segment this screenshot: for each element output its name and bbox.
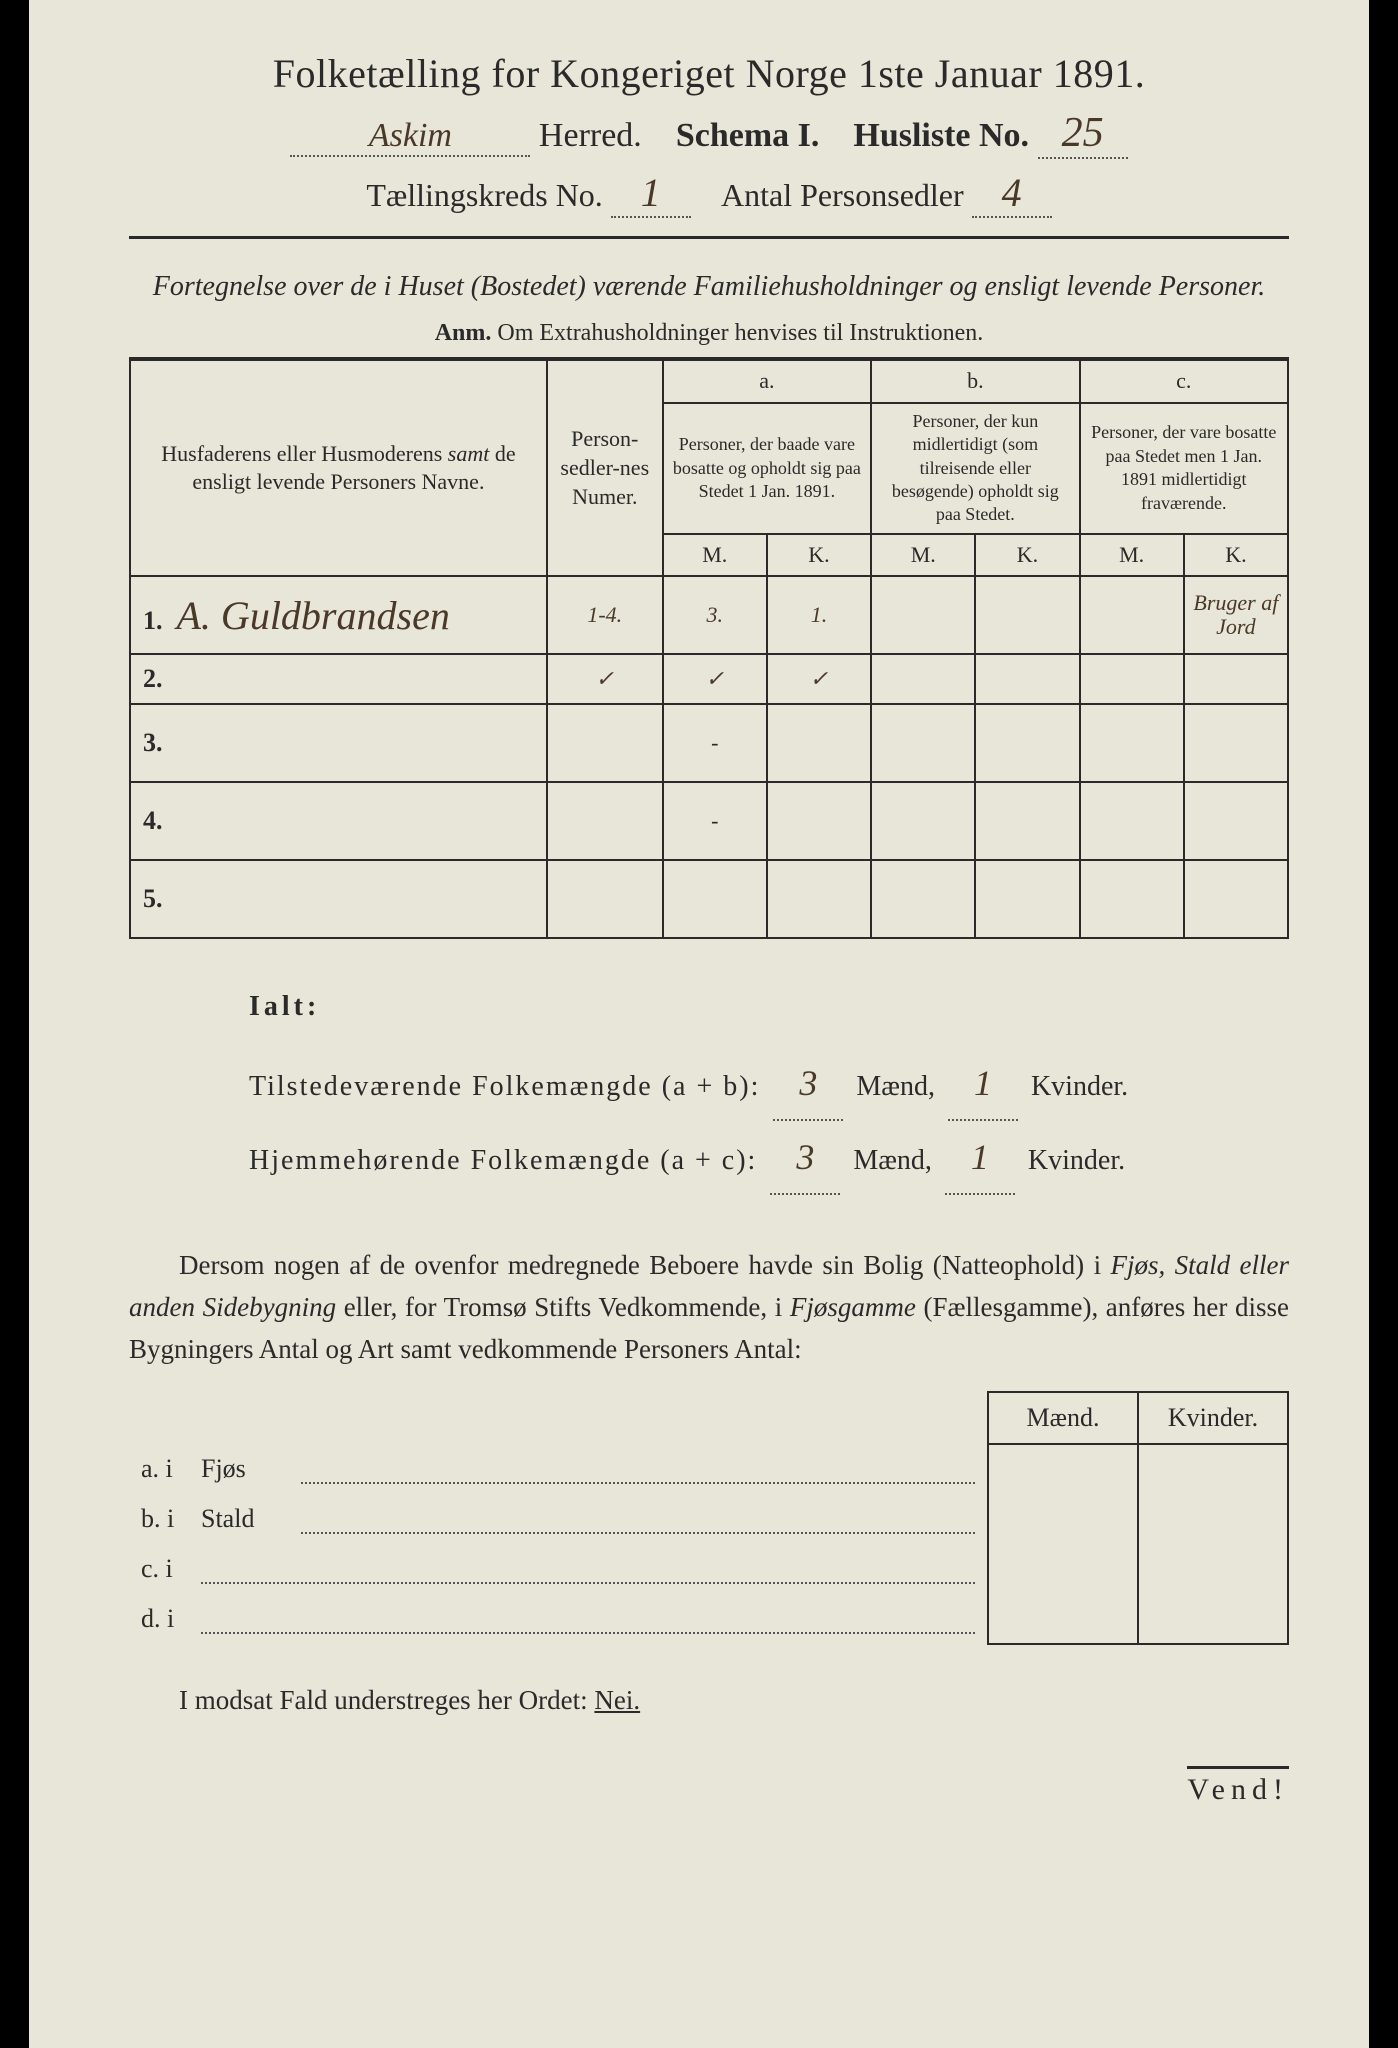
divider — [129, 236, 1289, 239]
col-c-label: c. — [1080, 360, 1288, 403]
hjemme-k: 1 — [945, 1121, 1015, 1195]
kreds-no: 1 — [611, 169, 691, 218]
kreds-label: Tællingskreds No. — [366, 177, 602, 213]
side-row-lab: c. i — [129, 1544, 189, 1594]
side-kvinder-header: Kvinder. — [1138, 1392, 1288, 1444]
tilstede-m: 3 — [773, 1047, 843, 1121]
header-row-1: Husfaderens eller Husmoderens samt de en… — [130, 360, 1288, 403]
census-form-page: Folketælling for Kongeriget Norge 1ste J… — [29, 0, 1369, 2048]
cell-cK: Bruger af Jord — [1184, 576, 1288, 654]
dersom-paragraph: Dersom nogen af de ovenfor medregnede Be… — [129, 1245, 1289, 1371]
cell-bM — [871, 576, 975, 654]
header-line-3: Tællingskreds No. 1 Antal Personsedler 4 — [129, 169, 1289, 218]
side-row: c. i — [129, 1544, 1288, 1594]
herred-label: Herred. — [539, 117, 642, 154]
col-a-text: Personer, der baade vare bosatte og opho… — [663, 403, 871, 534]
row-num: 5. — [143, 884, 171, 914]
husliste-label: Husliste No. — [853, 117, 1029, 154]
modsat-text: I modsat Fald understreges her Ordet: — [179, 1685, 588, 1715]
col-b-text: Personer, der kun midlertidigt (som tilr… — [871, 403, 1079, 534]
col-num-header: Person-sedler-nes Numer. — [547, 360, 663, 576]
table-row: 2. ✓ ✓ ✓ — [130, 654, 1288, 704]
kvinder-label: Kvinder. — [1031, 1071, 1128, 1102]
anm-bold: Anm. — [435, 320, 492, 346]
header-line-2: Askim Herred. Schema I. Husliste No. 25 — [129, 109, 1289, 159]
cell-aM: 3. — [663, 576, 767, 654]
row-num: 1. — [143, 606, 171, 636]
cell-bK — [975, 576, 1079, 654]
page-title: Folketælling for Kongeriget Norge 1ste J… — [129, 50, 1289, 97]
side-row-lab: d. i — [129, 1594, 189, 1644]
table-row: 4. - — [130, 782, 1288, 860]
table-row: 1. A. Guldbrandsen 1-4. 3. 1. Bruger af … — [130, 576, 1288, 654]
col-a-label: a. — [663, 360, 871, 403]
c-m: M. — [1080, 534, 1184, 577]
table-row: 3. - — [130, 704, 1288, 782]
ialt-label: Ialt: — [249, 979, 1289, 1035]
nej-word: Nei. — [594, 1685, 640, 1715]
b-m: M. — [871, 534, 975, 577]
hjemme-label: Hjemmehørende Folkemængde (a + c): — [249, 1145, 757, 1176]
side-row-lab: b. i — [129, 1494, 189, 1544]
row-num: 2. — [143, 664, 171, 694]
a-m: M. — [663, 534, 767, 577]
cell-cM — [1080, 576, 1184, 654]
antal-no: 4 — [972, 169, 1052, 218]
hjemme-m: 3 — [770, 1121, 840, 1195]
side-row-lab: a. i — [129, 1444, 189, 1494]
side-row-txt: Stald — [189, 1494, 289, 1544]
row-num: 4. — [143, 806, 171, 836]
schema-label: Schema I. — [676, 117, 820, 154]
kvinder-label: Kvinder. — [1028, 1145, 1125, 1176]
side-row-txt: Fjøs — [189, 1444, 289, 1494]
maend-label: Mænd, — [853, 1145, 932, 1176]
row-pnum: 1-4. — [547, 576, 663, 654]
vend-label: Vend! — [1187, 1766, 1289, 1807]
main-table: Husfaderens eller Husmoderens samt de en… — [129, 359, 1289, 939]
side-maend-header: Mænd. — [988, 1392, 1138, 1444]
modsat-line: I modsat Fald understreges her Ordet: Ne… — [129, 1685, 1289, 1716]
col-name-header: Husfaderens eller Husmoderens samt de en… — [130, 360, 547, 576]
side-row: d. i — [129, 1594, 1288, 1644]
husliste-no: 25 — [1038, 109, 1128, 159]
tilstede-line: Tilstedeværende Folkemængde (a + b): 3 M… — [249, 1047, 1289, 1121]
side-building-table: Mænd. Kvinder. a. i Fjøs b. i Stald c. i… — [129, 1391, 1289, 1645]
c-k: K. — [1184, 534, 1288, 577]
side-row: a. i Fjøs — [129, 1444, 1288, 1494]
herred-name-hw: Askim — [290, 117, 530, 157]
antal-label: Antal Personsedler — [721, 177, 964, 213]
ialt-section: Ialt: Tilstedeværende Folkemængde (a + b… — [249, 979, 1289, 1195]
table-row: 5. — [130, 860, 1288, 938]
anm-text: Om Extrahusholdninger henvises til Instr… — [497, 320, 983, 346]
row-num: 3. — [143, 728, 171, 758]
hjemme-line: Hjemmehørende Folkemængde (a + c): 3 Mæn… — [249, 1121, 1289, 1195]
cell-aK: ✓ — [767, 654, 871, 704]
tilstede-k: 1 — [948, 1047, 1018, 1121]
maend-label: Mænd, — [856, 1071, 935, 1102]
b-k: K. — [975, 534, 1079, 577]
col-c-text: Personer, der vare bosatte paa Stedet me… — [1080, 403, 1288, 534]
side-header-row: Mænd. Kvinder. — [129, 1392, 1288, 1444]
side-row: b. i Stald — [129, 1494, 1288, 1544]
cell-aM: ✓ — [663, 654, 767, 704]
anm-line: Anm. Om Extrahusholdninger henvises til … — [129, 320, 1289, 347]
tilstede-label: Tilstedeværende Folkemængde (a + b): — [249, 1071, 760, 1102]
a-k: K. — [767, 534, 871, 577]
col-b-label: b. — [871, 360, 1079, 403]
row-name: A. Guldbrandsen — [177, 593, 450, 638]
cell-aK: 1. — [767, 576, 871, 654]
fortegnelse-text: Fortegnelse over de i Huset (Bostedet) v… — [129, 267, 1289, 306]
